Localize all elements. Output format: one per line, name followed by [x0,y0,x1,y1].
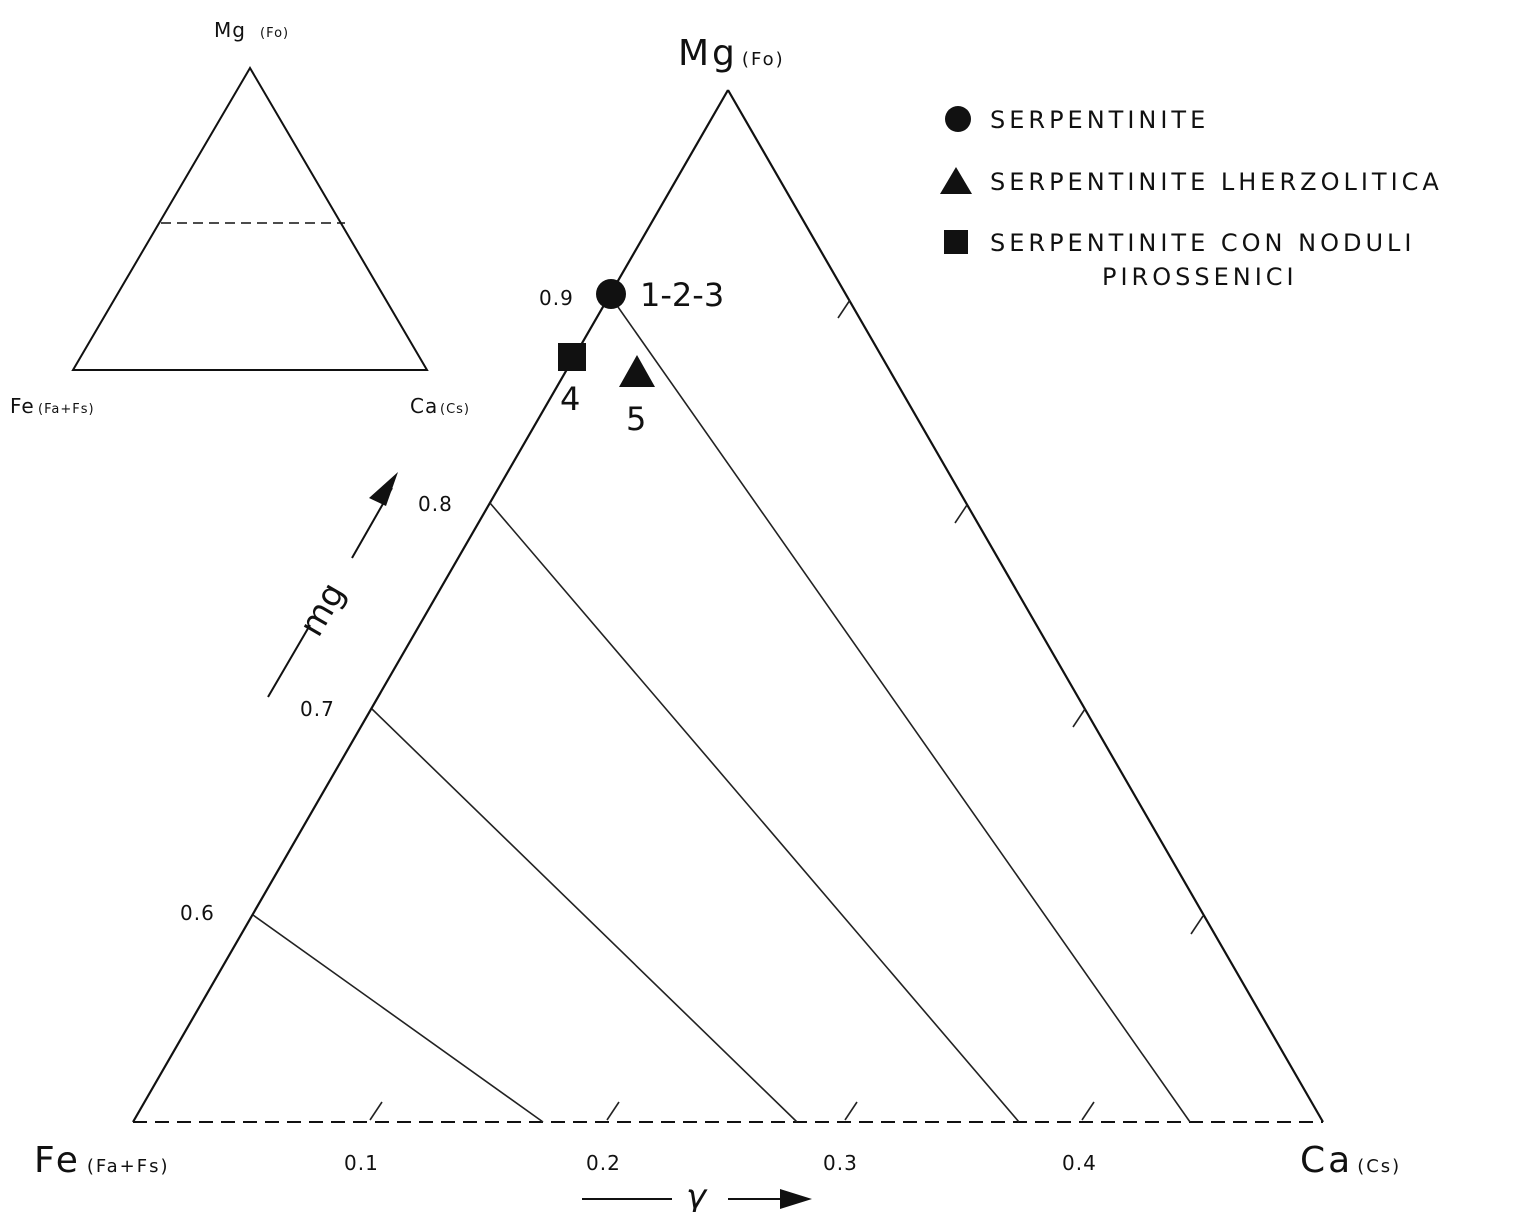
data-point-label: 4 [560,380,580,418]
data-point-triangle [619,355,655,387]
data-points: 1-2-3 4 5 [558,276,724,438]
tick-mark [607,1102,619,1120]
mg-tick-labels: 0.6 0.7 0.8 0.9 [180,286,574,925]
gamma-axis-label: γ [686,1177,708,1212]
vertex-right-label: Ca (Cs) [1300,1140,1401,1181]
inset-top-sub: (Fo) [260,26,289,41]
inset-diagram: Mg (Fo) Fe (Fa+Fs) Ca (Cs) [10,18,470,418]
tick-mark [955,505,967,523]
legend-item-lherzolitica: SERPENTINITE LHERZOLITICA [990,168,1443,196]
legend-item-noduli: SERPENTINITE CON NODULI [990,229,1415,257]
data-point-label: 1-2-3 [640,276,724,314]
gamma-axis-arrowhead [780,1189,812,1209]
legend-triangle-marker [940,167,972,194]
vertex-left-label: Fe (Fa+Fs) [34,1140,169,1181]
inset-right-label: Ca [410,394,438,418]
data-point-square [558,343,586,371]
mg-isolines [253,297,1190,1122]
inset-top-label: Mg [214,18,246,42]
tick-mark [838,300,850,318]
mg-tick-0.7: 0.7 [300,697,335,721]
legend-item-serpentinite: SERPENTINITE [990,106,1209,134]
gamma-tick-0.3: 0.3 [823,1151,858,1175]
legend-square-marker [944,230,968,254]
mg-axis-arrowhead [369,472,398,506]
isoline-0.9 [611,297,1190,1122]
legend: SERPENTINITE SERPENTINITE LHERZOLITICA S… [940,106,1443,291]
mg-tick-0.8: 0.8 [418,492,453,516]
gamma-axis-title: γ [582,1177,812,1212]
gamma-tick-labels: 0.1 0.2 0.3 0.4 [344,1151,1097,1175]
mg-axis-label: mg [291,576,353,643]
tick-mark [370,1102,382,1120]
vertex-labels: Mg (Fo) Fe (Fa+Fs) Ca (Cs) [34,33,1401,1181]
inset-left-label: Fe [10,394,35,418]
gamma-tick-0.4: 0.4 [1062,1151,1097,1175]
right-edge-ticks [838,300,1203,934]
mg-axis-title: mg [268,472,398,697]
tick-mark [1073,709,1085,727]
data-point-circle [596,279,626,309]
tick-mark [1082,1102,1094,1120]
mg-tick-0.6: 0.6 [180,901,215,925]
mg-tick-0.9: 0.9 [539,286,574,310]
inset-triangle [73,68,427,370]
vertex-top-label: Mg (Fo) [678,33,785,74]
isoline-0.6 [253,915,543,1122]
legend-circle-marker [945,106,971,132]
gamma-tick-0.1: 0.1 [344,1151,379,1175]
gamma-tick-0.2: 0.2 [586,1151,621,1175]
tick-mark [845,1102,857,1120]
mg-axis-line-lower [268,625,310,697]
gamma-ticks [370,1102,1094,1120]
legend-item-noduli-line2: PIROSSENICI [1102,263,1298,291]
tick-mark [1191,916,1203,934]
inset-right-sub: (Cs) [440,402,470,417]
isoline-0.7 [372,709,797,1122]
data-point-label: 5 [626,400,646,438]
inset-left-sub: (Fa+Fs) [38,402,95,417]
isoline-0.8 [490,503,1019,1122]
